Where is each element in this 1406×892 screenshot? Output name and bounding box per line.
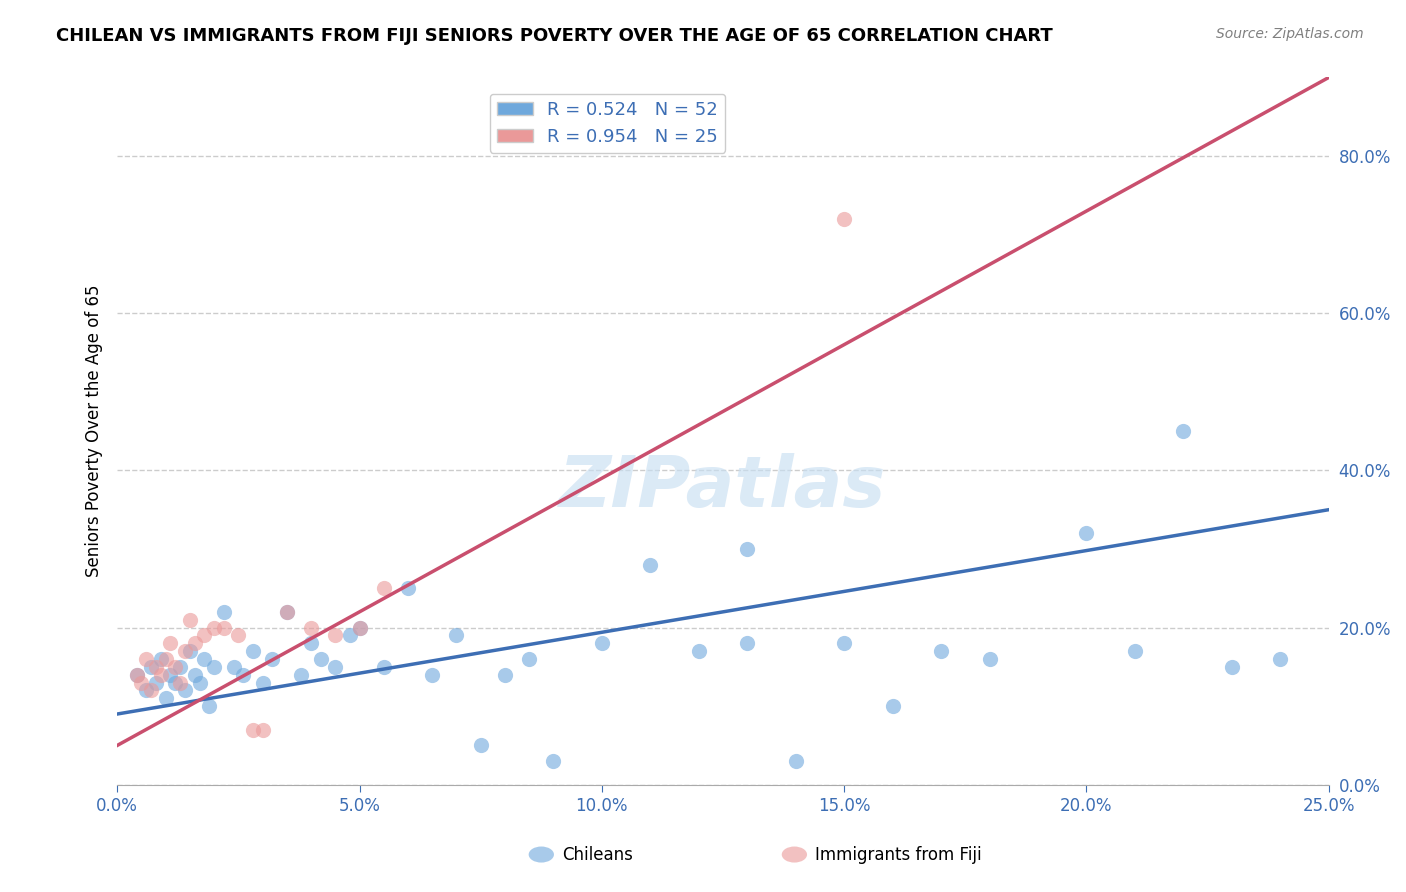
Point bbox=[339, 628, 361, 642]
Point bbox=[299, 636, 322, 650]
Point bbox=[929, 644, 952, 658]
Point bbox=[232, 667, 254, 681]
Point bbox=[159, 667, 181, 681]
Text: Chileans: Chileans bbox=[562, 846, 633, 863]
Point bbox=[212, 621, 235, 635]
Point bbox=[543, 754, 565, 768]
Point bbox=[155, 691, 177, 706]
Point bbox=[169, 660, 191, 674]
Point bbox=[446, 628, 468, 642]
Point bbox=[882, 699, 904, 714]
Point bbox=[1220, 660, 1243, 674]
Point bbox=[309, 652, 332, 666]
Point bbox=[323, 660, 346, 674]
Text: Immigrants from Fiji: Immigrants from Fiji bbox=[815, 846, 983, 863]
Point bbox=[494, 667, 516, 681]
Point bbox=[832, 211, 855, 226]
Point bbox=[735, 636, 758, 650]
Point bbox=[299, 621, 322, 635]
Point bbox=[174, 644, 197, 658]
Point bbox=[131, 675, 153, 690]
Point bbox=[276, 605, 298, 619]
Point bbox=[149, 667, 172, 681]
Point bbox=[517, 652, 540, 666]
Point bbox=[155, 652, 177, 666]
Point bbox=[420, 667, 443, 681]
Point bbox=[470, 739, 492, 753]
Point bbox=[183, 667, 205, 681]
Point bbox=[165, 675, 187, 690]
Point bbox=[179, 644, 201, 658]
Point bbox=[125, 667, 148, 681]
Point bbox=[1173, 424, 1195, 438]
Point bbox=[252, 723, 274, 737]
Point bbox=[349, 621, 371, 635]
Point bbox=[174, 683, 197, 698]
Point bbox=[193, 652, 215, 666]
Point bbox=[832, 636, 855, 650]
Point bbox=[1270, 652, 1292, 666]
Point bbox=[149, 652, 172, 666]
Point bbox=[135, 652, 157, 666]
Point bbox=[193, 628, 215, 642]
Point bbox=[276, 605, 298, 619]
Point bbox=[688, 644, 710, 658]
Point bbox=[262, 652, 284, 666]
Point bbox=[1076, 526, 1098, 541]
Point bbox=[222, 660, 245, 674]
Point bbox=[373, 582, 395, 596]
Point bbox=[979, 652, 1001, 666]
Point bbox=[198, 699, 221, 714]
Text: ZIPatlas: ZIPatlas bbox=[560, 453, 887, 522]
Point bbox=[179, 613, 201, 627]
Point bbox=[159, 636, 181, 650]
Y-axis label: Seniors Poverty Over the Age of 65: Seniors Poverty Over the Age of 65 bbox=[86, 285, 103, 577]
Point bbox=[242, 723, 264, 737]
Point bbox=[165, 660, 187, 674]
Legend: R = 0.524   N = 52, R = 0.954   N = 25: R = 0.524 N = 52, R = 0.954 N = 25 bbox=[489, 94, 725, 153]
Point bbox=[145, 675, 167, 690]
Point bbox=[139, 683, 162, 698]
Point bbox=[139, 660, 162, 674]
Point bbox=[202, 621, 225, 635]
Point bbox=[1123, 644, 1146, 658]
Text: CHILEAN VS IMMIGRANTS FROM FIJI SENIORS POVERTY OVER THE AGE OF 65 CORRELATION C: CHILEAN VS IMMIGRANTS FROM FIJI SENIORS … bbox=[56, 27, 1053, 45]
Point bbox=[183, 636, 205, 650]
Point bbox=[373, 660, 395, 674]
Point bbox=[785, 754, 807, 768]
Point bbox=[396, 582, 419, 596]
Point bbox=[290, 667, 312, 681]
Point bbox=[323, 628, 346, 642]
Point bbox=[242, 644, 264, 658]
Point bbox=[735, 541, 758, 556]
Point bbox=[202, 660, 225, 674]
Point bbox=[169, 675, 191, 690]
Point bbox=[188, 675, 211, 690]
Point bbox=[212, 605, 235, 619]
Point bbox=[252, 675, 274, 690]
Point bbox=[125, 667, 148, 681]
Point bbox=[228, 628, 250, 642]
Text: Source: ZipAtlas.com: Source: ZipAtlas.com bbox=[1216, 27, 1364, 41]
Point bbox=[145, 660, 167, 674]
Point bbox=[135, 683, 157, 698]
Point bbox=[349, 621, 371, 635]
Point bbox=[591, 636, 613, 650]
Point bbox=[640, 558, 662, 572]
